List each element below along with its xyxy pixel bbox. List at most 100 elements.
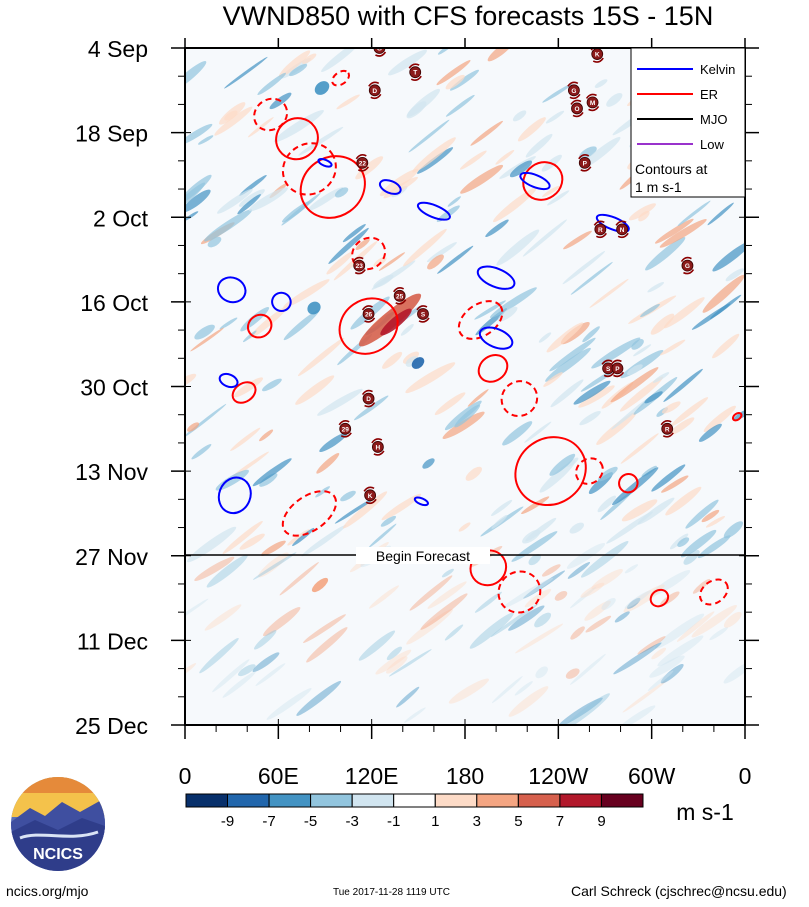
storm-label: 22: [359, 160, 367, 167]
anomaly-patch: [230, 427, 261, 452]
anomaly-patch: [258, 552, 289, 578]
anomaly-patch: [549, 337, 596, 372]
anomaly-patch: [388, 649, 432, 677]
colorbar-swatch: [434, 793, 478, 808]
storm-label: R: [665, 426, 670, 433]
anomaly-patch: [645, 237, 686, 271]
anomaly-patch: [198, 135, 214, 145]
colorbar-tick-label: -5: [304, 813, 317, 830]
storm-marker: N: [615, 220, 629, 239]
storm-arm: [590, 48, 595, 51]
anomaly-patch: [404, 707, 426, 723]
colorbar-tick-label: 7: [556, 813, 564, 830]
y-tick-label: 11 Dec: [77, 628, 148, 654]
anomaly-patch: [669, 533, 689, 550]
anomaly-patch: [219, 102, 246, 125]
anomaly-patch: [569, 586, 597, 609]
anomaly-patch: [406, 609, 453, 645]
anomaly-patch: [543, 372, 563, 387]
anomaly-patch: [591, 337, 641, 369]
colorbar-tick-label: 5: [514, 813, 522, 830]
anomaly-patch: [601, 597, 616, 611]
anomaly-patch: [319, 432, 348, 453]
anomaly-patch: [474, 300, 506, 320]
anomaly-patch: [652, 372, 670, 383]
colorbar-swatch: [310, 793, 353, 808]
anomaly-patch: [661, 475, 689, 493]
anomaly-patch: [515, 623, 564, 654]
anomaly-patch: [697, 535, 731, 559]
anomaly-patch: [491, 514, 508, 529]
anomaly-patch: [207, 236, 222, 248]
anomaly-patch: [295, 375, 335, 405]
anomaly-patch: [307, 187, 344, 211]
anomaly-patch: [388, 49, 427, 76]
kelvin-contour: [478, 326, 514, 350]
storm-label: K: [595, 52, 600, 59]
anomaly-patch: [701, 509, 720, 523]
anomaly-patch: [427, 254, 444, 270]
storm-dot: [594, 223, 607, 236]
anomaly-patch: [578, 385, 615, 408]
storm-arm: [680, 256, 692, 263]
storm-label: D: [372, 88, 377, 95]
anomaly-patch: [266, 688, 312, 720]
storm-marker: T: [408, 63, 422, 81]
storm-label: H: [376, 444, 381, 451]
anomaly-patch: [570, 626, 585, 640]
er-contour: [477, 354, 509, 383]
anomaly-patch: [626, 597, 641, 609]
colorbar-swatch: [185, 793, 228, 808]
anomaly-patch: [426, 242, 457, 263]
x-tick-label: 60E: [258, 763, 299, 789]
footer-url[interactable]: ncics.org/mjo: [6, 883, 89, 899]
anomaly-patch: [733, 408, 745, 421]
storm-arm: [354, 269, 366, 275]
storm-label: 26: [365, 311, 373, 318]
legend-label: MJO: [700, 112, 727, 127]
anomaly-patch: [594, 79, 608, 88]
storm-dot: [611, 362, 624, 375]
er-contour: [699, 578, 729, 606]
anomaly-patch: [185, 211, 199, 221]
anomaly-patch: [278, 50, 311, 78]
storm-marker: G: [567, 81, 581, 100]
anomaly-patch: [633, 344, 652, 357]
storm-arm: [601, 359, 613, 365]
storm-marker: P: [578, 154, 592, 172]
anomaly-patch: [562, 693, 610, 725]
anomaly-patch: [692, 578, 711, 594]
anomaly-patch: [289, 63, 308, 77]
anomaly-patch: [316, 453, 340, 474]
storm-dot: [353, 259, 366, 272]
anomaly-patch: [233, 377, 264, 398]
anomaly-patch: [263, 607, 301, 637]
er-contour: [618, 473, 639, 494]
storm-dot: [681, 259, 694, 272]
anomaly-patch: [191, 443, 212, 460]
strong-anomaly: [411, 357, 425, 369]
er-contour: [246, 313, 273, 339]
anomaly-patch: [657, 635, 704, 667]
er-contour: [338, 297, 399, 355]
anomaly-patch: [631, 339, 644, 350]
anomaly-patch: [437, 245, 474, 274]
anomaly-patch: [508, 686, 549, 717]
anomaly-patch: [535, 666, 548, 679]
anomaly-patch: [637, 497, 675, 525]
storm-marker: D: [361, 389, 376, 408]
storm-arm: [580, 166, 592, 172]
anomaly-patch: [427, 581, 467, 609]
anomaly-patch: [379, 168, 419, 197]
anomaly-patch: [691, 605, 737, 638]
kelvin-contour: [416, 201, 451, 221]
anomaly-patch: [596, 412, 637, 445]
storm-marker: P: [610, 359, 625, 378]
storm-marker: 26: [361, 305, 376, 323]
colorbar-tick-label: -3: [346, 813, 359, 830]
kelvin-contour: [378, 179, 402, 195]
begin-forecast-label-bg: [356, 547, 490, 564]
anomaly-patch: [373, 256, 387, 267]
anomaly-patch: [194, 556, 235, 581]
anomaly-patch: [342, 224, 366, 243]
